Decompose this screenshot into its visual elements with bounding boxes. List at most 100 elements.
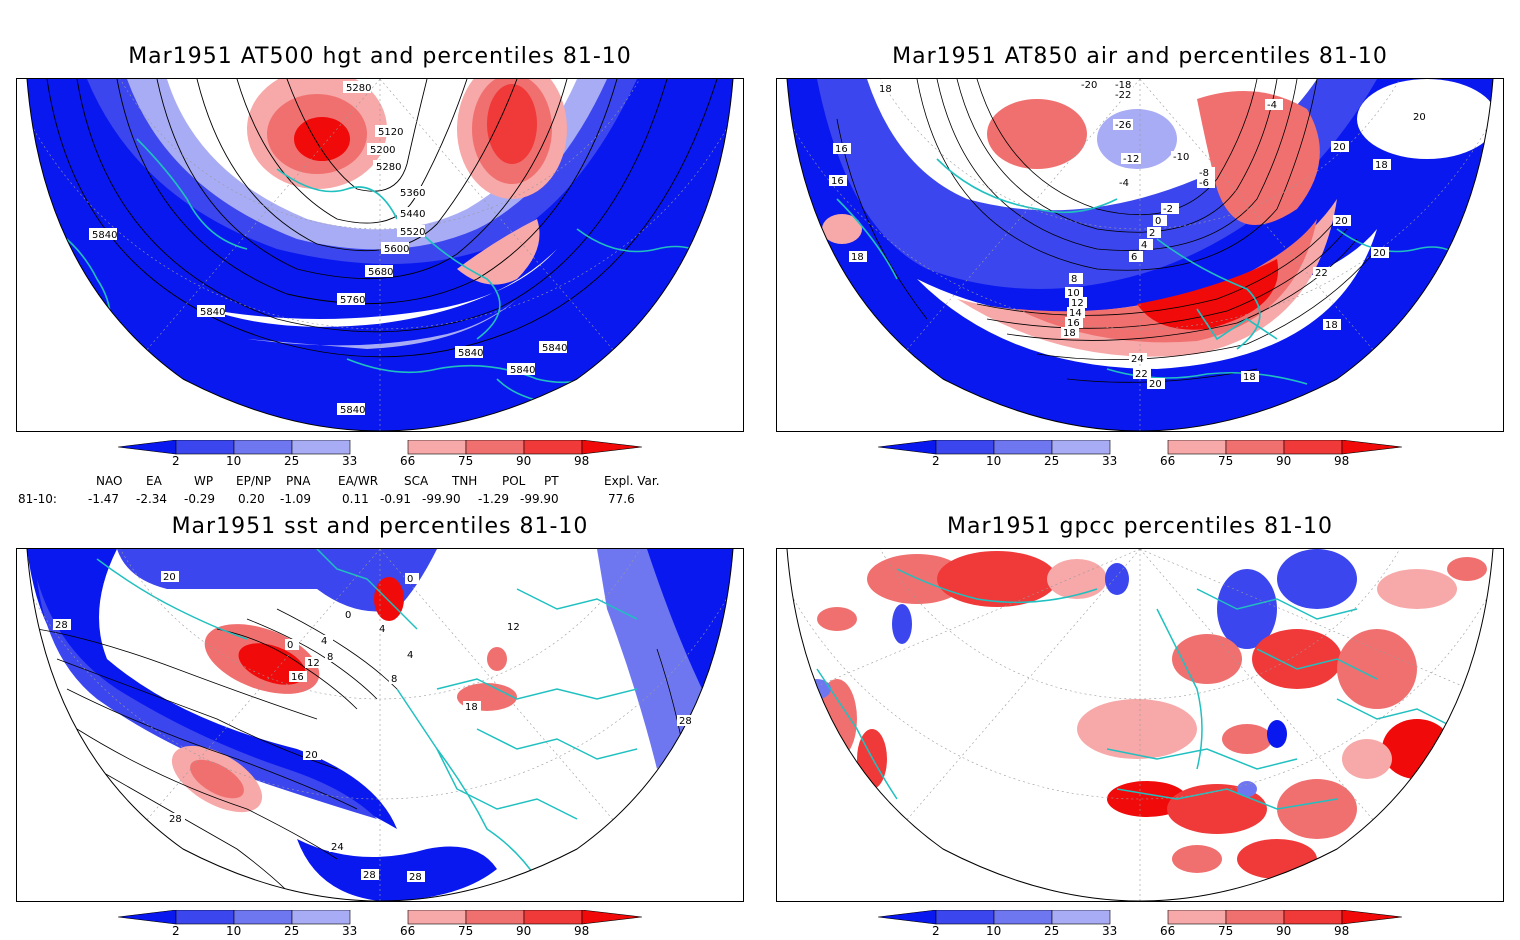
contour-label: -18 <box>1113 79 1133 91</box>
contour-label: 20 <box>1147 378 1165 390</box>
contour-label: -2 <box>1161 203 1179 215</box>
index-row-label: 81-10: <box>18 492 57 506</box>
contour-label: -4 <box>1117 177 1135 189</box>
colorbar-label: 66 <box>400 454 415 466</box>
svg-text:20: 20 <box>305 750 318 761</box>
svg-text:5840: 5840 <box>92 230 117 241</box>
svg-text:12: 12 <box>507 622 520 633</box>
contour-label: 20 <box>1371 247 1389 259</box>
colorbar-label: 33 <box>342 454 357 466</box>
svg-text:18: 18 <box>1325 320 1338 331</box>
svg-text:20: 20 <box>163 572 176 583</box>
svg-text:20: 20 <box>1413 112 1426 123</box>
svg-text:-6: -6 <box>1199 178 1209 189</box>
svg-text:6: 6 <box>1131 252 1137 263</box>
contour-label: 24 <box>329 841 347 853</box>
svg-text:2: 2 <box>1149 228 1155 239</box>
svg-text:0: 0 <box>287 640 293 651</box>
indices-header-row: NAO EA WP EP/NP PNA EA/WR SCA TNH POL PT… <box>18 474 678 492</box>
contour-label: 8 <box>1069 273 1083 285</box>
contour-label: 4 <box>319 635 333 647</box>
svg-text:10: 10 <box>1067 288 1080 299</box>
contour-label: 22 <box>1313 267 1331 279</box>
colorbar-label: 90 <box>516 924 531 936</box>
contour-label: 5520 <box>397 225 425 238</box>
svg-text:18: 18 <box>1375 160 1388 171</box>
svg-text:12: 12 <box>307 658 320 669</box>
colorbar-gpcc: 2 10 25 33 66 75 90 98 <box>877 909 1403 938</box>
contour-label: -26 <box>1113 119 1133 131</box>
contour-label: 5840 <box>539 341 567 354</box>
contour-label: 12 <box>1069 297 1087 309</box>
indices-value-row: 81-10: -1.47 -2.34 -0.29 0.20 -1.09 0.11… <box>18 492 678 510</box>
colorbar-label: 98 <box>1334 454 1349 466</box>
colorbar-label: 75 <box>458 454 473 466</box>
index-header: EP/NP <box>236 474 272 488</box>
index-value: 0.11 <box>342 492 369 506</box>
svg-text:5840: 5840 <box>542 343 567 354</box>
contour-label: -20 <box>1079 79 1099 91</box>
svg-text:5600: 5600 <box>384 244 409 255</box>
index-header: EA <box>146 474 162 488</box>
colorbar-label: 25 <box>1044 924 1059 936</box>
svg-text:18: 18 <box>879 84 892 95</box>
svg-text:0: 0 <box>345 610 351 621</box>
map-sst-svg: 20 28 0 0 4 4 0 8 12 16 4 8 12 18 28 20 … <box>26 549 734 901</box>
svg-text:-12: -12 <box>1123 154 1139 165</box>
contour-label: 28 <box>167 813 185 825</box>
contour-label: 18 <box>463 701 481 713</box>
index-header: Expl. Var. <box>604 474 660 488</box>
svg-text:0: 0 <box>1155 216 1161 227</box>
svg-text:5680: 5680 <box>368 267 393 278</box>
colorbar-label: 90 <box>1276 454 1291 466</box>
index-header: SCA <box>404 474 429 488</box>
svg-text:8: 8 <box>1071 274 1077 285</box>
panel-title-hgt500: Mar1951 AT500 hgt and percentiles 81-10 <box>128 44 632 69</box>
contour-label: 16 <box>289 671 307 683</box>
index-header: NAO <box>96 474 123 488</box>
svg-text:5280: 5280 <box>376 162 401 173</box>
map-panel-hgt500: 5280 5120 5200 5280 5360 5440 5520 5600 … <box>16 78 744 432</box>
colorbar-label: 33 <box>342 924 357 936</box>
colorbar-label: 75 <box>1218 454 1233 466</box>
contour-label: 4 <box>405 649 419 661</box>
anomaly-red-nw <box>987 99 1087 169</box>
svg-text:20: 20 <box>1373 248 1386 259</box>
index-header: EA/WR <box>338 474 379 488</box>
svg-text:16: 16 <box>831 176 844 187</box>
index-value: 77.6 <box>608 492 635 506</box>
anomaly-red-2-core <box>487 84 537 164</box>
svg-text:28: 28 <box>169 814 182 825</box>
colorbar-svg: 2 10 25 33 66 75 90 98 <box>877 909 1403 938</box>
colorbar-svg: 2 10 25 33 66 75 90 98 <box>877 439 1403 468</box>
colorbar-label: 98 <box>574 454 589 466</box>
contour-label: -6 <box>1197 177 1215 189</box>
svg-text:4: 4 <box>379 624 385 635</box>
svg-text:18: 18 <box>465 702 478 713</box>
contour-label: 16 <box>1065 317 1083 329</box>
contour-label: 5840 <box>337 403 365 416</box>
colorbar-label: 66 <box>1160 924 1175 936</box>
index-header: PT <box>544 474 559 488</box>
svg-text:4: 4 <box>1141 240 1147 251</box>
index-value: -2.34 <box>136 492 168 506</box>
colorbar-label: 10 <box>226 924 241 936</box>
svg-text:5520: 5520 <box>400 227 425 238</box>
contour-label: 5760 <box>337 293 365 306</box>
anomaly-red-black <box>487 647 507 671</box>
svg-text:20: 20 <box>1333 142 1346 153</box>
contour-label: 20 <box>1411 111 1429 123</box>
index-value: 0.20 <box>238 492 265 506</box>
contour-label: 24 <box>1129 353 1147 365</box>
contour-label: -8 <box>1197 167 1215 179</box>
svg-text:5840: 5840 <box>458 348 483 359</box>
contour-label: 12 <box>505 621 523 633</box>
contour-label: 28 <box>361 869 379 881</box>
shade-blue-north <box>117 549 437 612</box>
anomaly-red-north <box>1197 91 1320 225</box>
contour-label: 0 <box>405 573 419 585</box>
colorbar-svg: 2 10 25 33 66 75 90 98 <box>117 439 643 468</box>
contour-label: 18 <box>849 251 867 263</box>
colorbar-hgt500: 2 10 25 33 66 75 90 98 <box>117 439 643 468</box>
colorbar-label: 66 <box>1160 454 1175 466</box>
